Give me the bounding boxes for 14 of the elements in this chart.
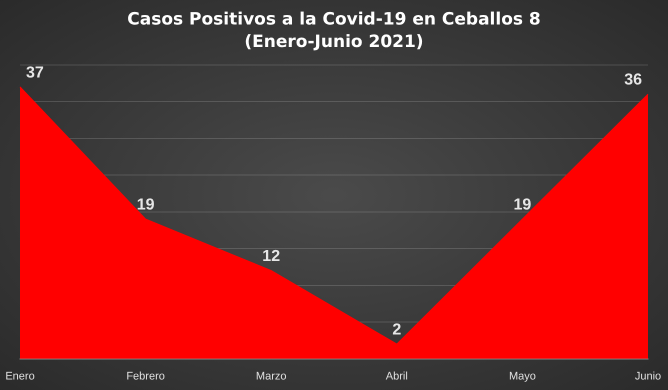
chart-subtitle: (Enero-Junio 2021)	[244, 32, 424, 52]
data-label: 19	[136, 196, 155, 214]
data-label: 12	[262, 248, 280, 266]
x-tick-label: Enero	[5, 370, 35, 382]
data-label: 37	[26, 64, 44, 82]
x-tick-label: Mayo	[508, 370, 536, 382]
x-tick-label: Abril	[386, 370, 408, 382]
x-tick-label: Febrero	[126, 370, 165, 382]
data-label: 36	[624, 72, 642, 89]
x-tick-label: Junio	[634, 370, 662, 382]
data-label: 2	[392, 322, 402, 339]
chart-title: Casos Positivos a la Covid-19 en Ceballos 8	[127, 10, 541, 30]
data-label: 19	[514, 196, 532, 214]
x-tick-label: Marzo	[256, 370, 286, 382]
